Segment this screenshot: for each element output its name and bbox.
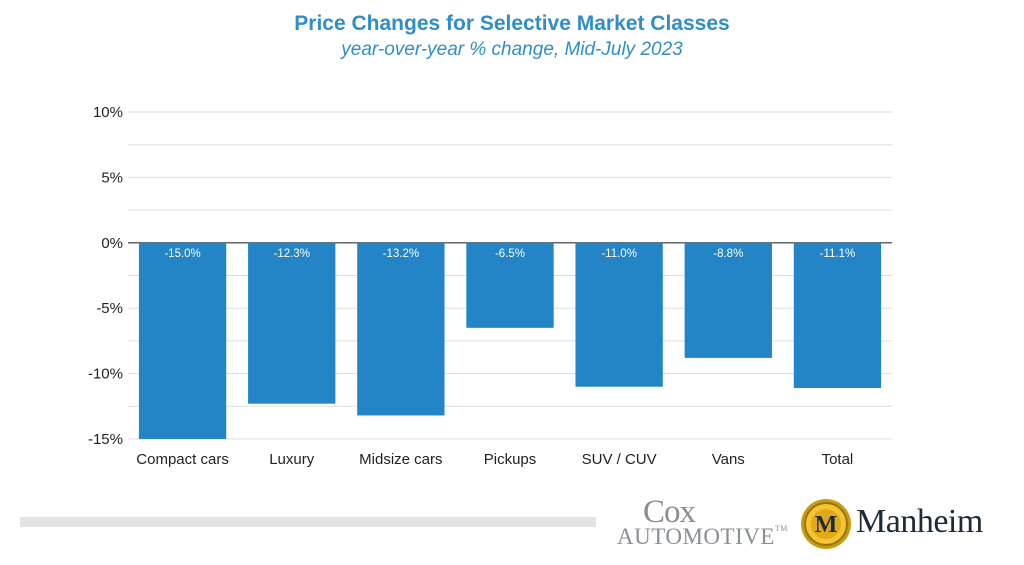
manheim-logo: M Manheim	[800, 496, 1010, 552]
manheim-badge-letter: M	[815, 512, 838, 538]
x-tick-label: Vans	[712, 451, 745, 468]
bar	[138, 242, 227, 439]
x-tick-label: SUV / CUV	[582, 451, 657, 468]
data-label: -11.0%	[601, 248, 637, 260]
bar	[248, 242, 336, 404]
data-label: -11.1%	[820, 248, 856, 260]
y-tick-label: -10%	[88, 366, 123, 383]
bar	[793, 242, 882, 388]
x-tick-label: Pickups	[484, 451, 537, 468]
trademark-symbol: TM	[774, 524, 788, 533]
chart-title: Price Changes for Selective Market Class…	[294, 12, 730, 35]
bar	[357, 242, 445, 416]
x-tick-label: Luxury	[269, 451, 315, 468]
x-tick-label: Compact cars	[136, 451, 229, 468]
y-tick-label: -5%	[96, 300, 123, 317]
data-label: -15.0%	[164, 248, 200, 260]
y-tick-label: -15%	[88, 431, 123, 448]
x-tick-label: Midsize cars	[359, 451, 442, 468]
bar-chart: 10% 5% 0% -5% -10% -15% -15.0% Compact cars -12.…	[88, 104, 892, 468]
manheim-logo-text: Manheim	[856, 503, 983, 540]
data-label: -12.3%	[273, 248, 309, 260]
bar	[684, 242, 772, 358]
cox-automotive-logo: Cox AutomotiveTM	[617, 494, 787, 554]
labels: 10% 5% 0% -5% -10% -15% -15.0% Compact cars -12.…	[88, 104, 855, 468]
bar	[575, 242, 663, 387]
automotive-logo-text: Automotive	[617, 524, 775, 549]
bars	[138, 242, 882, 439]
x-tick-label: Total	[822, 451, 854, 468]
cox-logo-text: Cox	[643, 494, 696, 530]
bar	[466, 242, 554, 328]
y-tick-label: 10%	[93, 104, 123, 121]
data-label: -8.8%	[713, 248, 743, 260]
manheim-badge-icon: M	[801, 499, 851, 549]
footer-divider	[20, 517, 596, 527]
data-label: -13.2%	[383, 248, 419, 260]
y-tick-label: 5%	[101, 169, 123, 186]
data-label: -6.5%	[495, 248, 525, 260]
chart-subtitle: year-over-year % change, Mid-July 2023	[341, 39, 683, 60]
y-tick-label: 0%	[101, 235, 123, 252]
